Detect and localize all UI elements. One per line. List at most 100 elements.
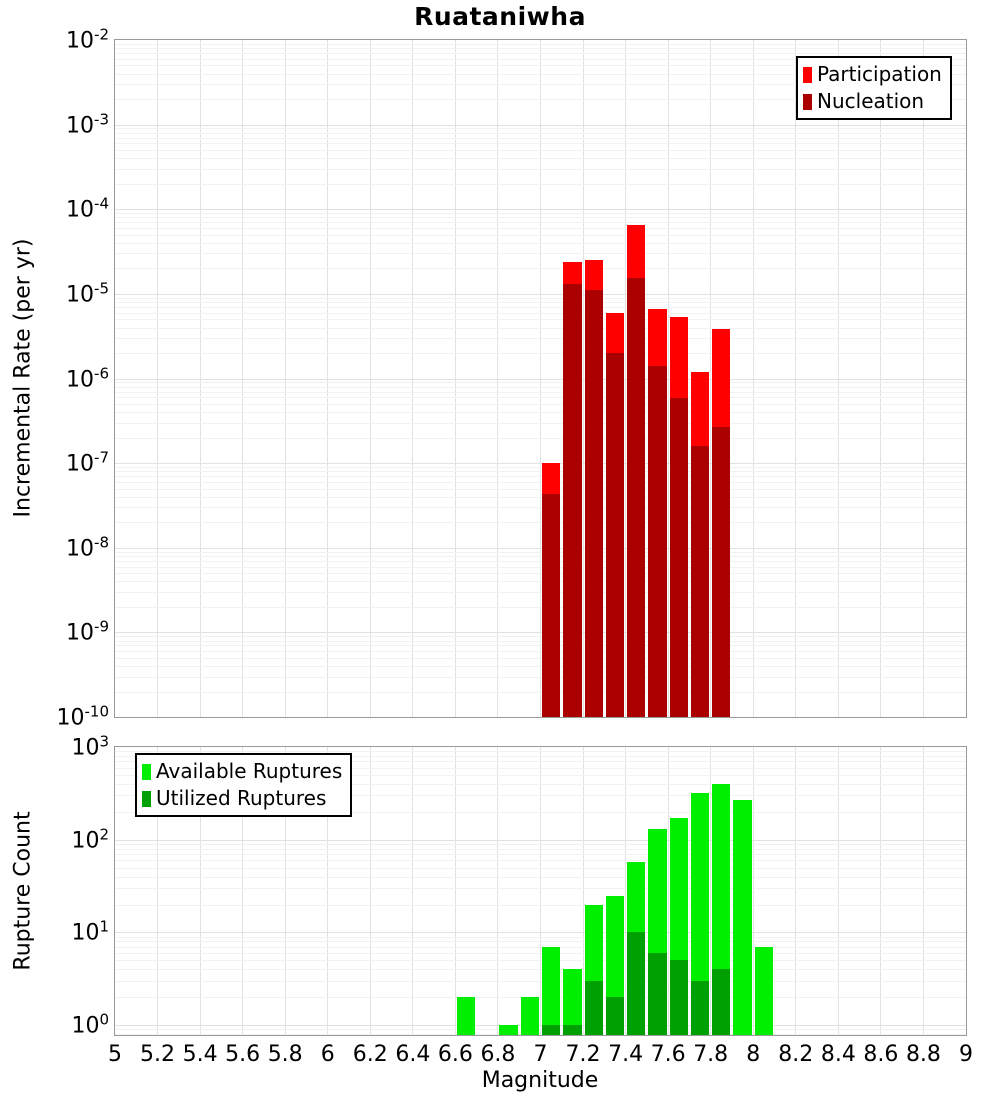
gridline-minor <box>115 854 966 856</box>
y-tick-label: 10-6 <box>66 363 109 393</box>
gridline-minor <box>115 43 966 45</box>
gridline-minor <box>115 936 966 938</box>
x-tick-label: 7 <box>533 1042 548 1067</box>
gridline-minor <box>115 253 966 255</box>
gridline-minor <box>115 158 966 160</box>
gridline-minor <box>115 137 966 139</box>
gridline-minor <box>115 645 966 647</box>
x-tick-label: 5.6 <box>225 1042 261 1067</box>
bar-nucleation-7.55 <box>648 366 667 717</box>
participation-swatch-icon <box>803 66 812 83</box>
legend-label-utilized: Utilized Ruptures <box>156 786 327 810</box>
gridline-major <box>115 547 966 549</box>
gridline-minor <box>115 774 966 776</box>
bar-available-8.05 <box>754 946 774 1035</box>
gridline-minor <box>115 755 966 757</box>
y-tick-label: 10-5 <box>66 279 109 308</box>
y-tick-label: 10-4 <box>66 194 109 223</box>
bar-available-7.15 <box>563 969 582 1035</box>
gridline-vertical <box>922 747 924 1035</box>
gridline-minor <box>115 302 966 304</box>
gridline-minor <box>115 403 966 405</box>
gridline-minor <box>115 338 966 340</box>
x-tick-label: 7.6 <box>650 1042 686 1067</box>
gridline-minor <box>115 48 966 50</box>
gridline-minor <box>115 953 966 955</box>
gridline-minor <box>115 843 966 845</box>
bar-available-7.05 <box>542 946 561 1035</box>
gridline-minor <box>115 640 966 642</box>
gridline-major <box>115 293 966 295</box>
gridline-minor <box>115 228 966 230</box>
y-tick-label: 103 <box>71 732 109 761</box>
gridline-minor <box>115 811 966 813</box>
gridline-vertical <box>667 747 669 1035</box>
y-tick-label: 102 <box>71 825 109 854</box>
gridline-minor <box>115 481 966 483</box>
x-tick-label: 8.6 <box>863 1042 899 1067</box>
gridline-minor <box>115 507 966 509</box>
gridline-minor <box>115 591 966 593</box>
y-tick-label: 10-10 <box>56 702 110 731</box>
gridline-minor <box>115 382 966 384</box>
gridline-minor <box>115 636 966 638</box>
gridline-minor <box>115 606 966 608</box>
bar-utilized-7.65 <box>669 960 688 1035</box>
gridline-minor <box>115 941 966 943</box>
gridline-vertical <box>369 747 371 1035</box>
gridline-minor <box>115 666 966 668</box>
gridline-minor <box>115 99 966 101</box>
gridline-vertical <box>795 747 797 1035</box>
bar-utilized-7.45 <box>627 932 646 1035</box>
gridline-minor <box>115 412 966 414</box>
gridline-minor <box>115 312 966 314</box>
gridline-minor <box>115 761 966 763</box>
x-tick-label: 6.4 <box>395 1042 431 1067</box>
gridline-minor <box>115 691 966 693</box>
gridline-minor <box>115 327 966 329</box>
gridline-vertical <box>752 747 754 1035</box>
gridline-minor <box>115 581 966 583</box>
bar-nucleation-7.65 <box>669 397 688 717</box>
gridline-vertical <box>497 747 499 1035</box>
y-tick-label: 10-8 <box>66 533 109 562</box>
gridline-minor <box>115 767 966 769</box>
legend-label-participation: Participation <box>817 62 942 86</box>
x-tick-label: 9 <box>959 1042 973 1067</box>
gridline-major <box>115 1025 966 1027</box>
bar-utilized-7.75 <box>690 980 710 1035</box>
legend-item-utilized: Utilized Ruptures <box>142 785 342 812</box>
gridline-minor <box>115 353 966 355</box>
bar-utilized-7.55 <box>648 953 667 1035</box>
gridline-minor <box>115 132 966 134</box>
gridline-minor <box>115 437 966 439</box>
gridline-minor <box>115 168 966 170</box>
y-tick-label: 10-7 <box>66 448 109 477</box>
gridline-minor <box>115 422 966 424</box>
gridline-minor <box>115 751 966 753</box>
gridline-vertical <box>284 747 286 1035</box>
bar-utilized-7.35 <box>605 997 625 1035</box>
gridline-minor <box>115 183 966 185</box>
gridline-minor <box>115 73 966 75</box>
x-tick-label: 6 <box>320 1042 335 1067</box>
x-tick-label: 7.2 <box>565 1042 601 1067</box>
gridline-minor <box>115 150 966 152</box>
gridline-minor <box>115 268 966 270</box>
bar-available-7.95 <box>733 799 752 1035</box>
bar-nucleation-7.45 <box>627 277 646 717</box>
x-tick-label: 5.2 <box>140 1042 176 1067</box>
gridline-minor <box>115 297 966 299</box>
gridline-minor <box>115 522 966 524</box>
gridline-minor <box>115 217 966 219</box>
gridline-minor <box>115 876 966 878</box>
gridline-minor <box>115 783 966 785</box>
gridline-minor <box>115 58 966 60</box>
gridline-major <box>115 932 966 934</box>
gridline-minor <box>115 551 966 553</box>
gridline-minor <box>115 946 966 948</box>
x-tick-label: 6.8 <box>480 1042 516 1067</box>
bar-available-6.85 <box>499 1025 518 1035</box>
x-tick-label: 6.6 <box>437 1042 473 1067</box>
gridline-minor <box>115 391 966 393</box>
